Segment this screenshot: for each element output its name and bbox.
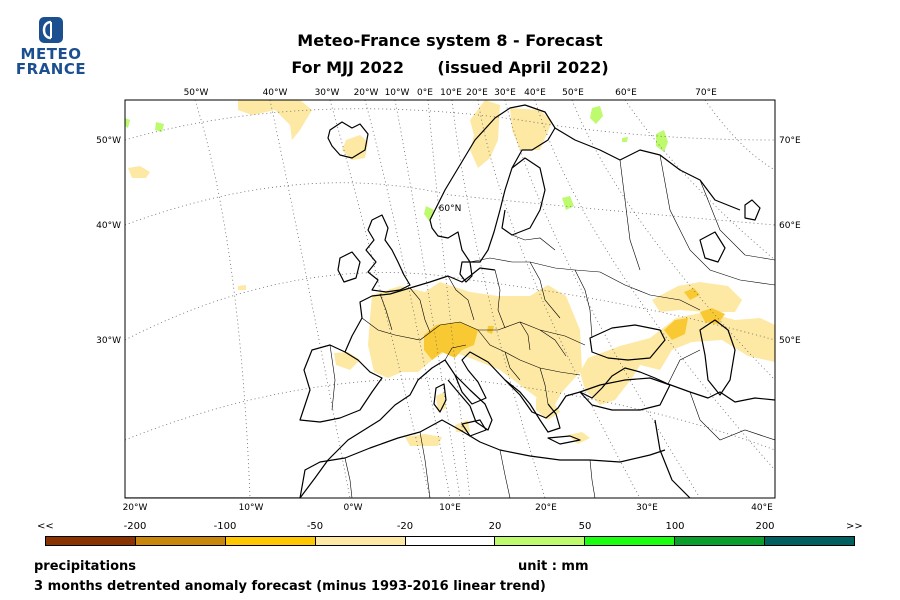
- bottom-lon-label: 20°E: [535, 503, 557, 513]
- left-label: 50°W: [96, 136, 121, 146]
- bottom-lon-label: 30°E: [636, 503, 658, 513]
- top-lon-label: 70°E: [695, 88, 717, 98]
- description-label: 3 months detrented anomaly forecast (min…: [34, 579, 546, 594]
- meteo-france-logo: METEO FRANCE: [14, 16, 88, 77]
- logo-text-line1: METEO: [20, 45, 82, 63]
- colorbar-segment: [225, 537, 316, 545]
- bottom-lon-label: 40°E: [751, 503, 773, 513]
- bottom-lon-label: 0°W: [343, 503, 362, 513]
- colorbar-tick-label: -200: [123, 521, 147, 532]
- top-lon-label: 50°E: [562, 88, 584, 98]
- colorbar-segment: [405, 537, 496, 545]
- colorbar-tick-label: 20: [488, 521, 502, 532]
- top-lon-label: 50°W: [184, 88, 209, 98]
- top-lon-label: 10°W: [385, 88, 410, 98]
- strong-dry-anomaly-areas: [424, 288, 725, 360]
- bottom-lon-label: 20°W: [123, 503, 148, 513]
- colorbar-segment: [46, 537, 136, 545]
- unit-label: unit : mm: [518, 559, 589, 574]
- top-lon-label: 20°W: [354, 88, 379, 98]
- variable-label: precipitations: [34, 559, 137, 574]
- meteo-france-emblem-icon: [39, 17, 63, 43]
- top-lon-label: 40°W: [263, 88, 288, 98]
- bottom-lon-label: 10°E: [439, 503, 461, 513]
- colorbar-tick-label: 50: [578, 521, 592, 532]
- colorbar-tick-label: 100: [665, 521, 685, 532]
- top-lon-label: 10°E: [440, 88, 462, 98]
- wet-anomaly-areas: [125, 106, 668, 222]
- colorbar-segment: [495, 537, 586, 545]
- right-label: 70°E: [779, 136, 801, 146]
- top-lon-label: 40°E: [524, 88, 546, 98]
- colorbar-tick-label: -100: [213, 521, 237, 532]
- top-lon-label: 30°W: [315, 88, 340, 98]
- top-lon-label: 60°E: [615, 88, 637, 98]
- top-longitude-labels: 50°W 40°W 30°W 20°W 10°W 0°E 10°E 20°E 3…: [184, 88, 718, 98]
- precipitation-colorbar: [45, 536, 855, 546]
- map-frame: [124, 99, 776, 499]
- top-lon-label: 20°E: [466, 88, 488, 98]
- latitude-60n-label: 60°N: [439, 204, 462, 214]
- left-labels: 50°W 40°W 30°W: [96, 136, 121, 346]
- right-labels: 70°E 60°E 50°E: [779, 136, 801, 346]
- colorbar-left-arrow: <<: [37, 521, 54, 532]
- graticule: [125, 100, 775, 498]
- right-label: 60°E: [779, 221, 801, 231]
- top-lon-label: 0°E: [417, 88, 433, 98]
- colorbar-segment: [315, 537, 406, 545]
- page-title: Meteo-France system 8 - Forecast: [297, 31, 603, 50]
- top-lon-label: 30°E: [494, 88, 516, 98]
- left-label: 30°W: [96, 336, 121, 346]
- colorbar-right-arrow: >>: [846, 521, 863, 532]
- colorbar-tick-label: -20: [396, 521, 414, 532]
- coastlines: [125, 104, 775, 498]
- colorbar-segment: [765, 537, 855, 545]
- dry-anomaly-areas: [128, 100, 775, 446]
- colorbar-segment: [675, 537, 766, 545]
- left-label: 40°W: [96, 221, 121, 231]
- right-label: 50°E: [779, 336, 801, 346]
- forecast-subtitle: For MJJ 2022 (issued April 2022): [291, 58, 609, 77]
- bottom-longitude-labels: 20°W 10°W 0°W 10°E 20°E 30°E 40°E: [123, 503, 774, 513]
- bottom-lon-label: 10°W: [239, 503, 264, 513]
- logo-text-line2: FRANCE: [15, 60, 87, 78]
- colorbar-segment: [135, 537, 226, 545]
- colorbar-segment: [585, 537, 676, 545]
- colorbar-tick-label: 200: [755, 521, 775, 532]
- colorbar-tick-label: -50: [306, 521, 324, 532]
- country-borders: [329, 154, 775, 498]
